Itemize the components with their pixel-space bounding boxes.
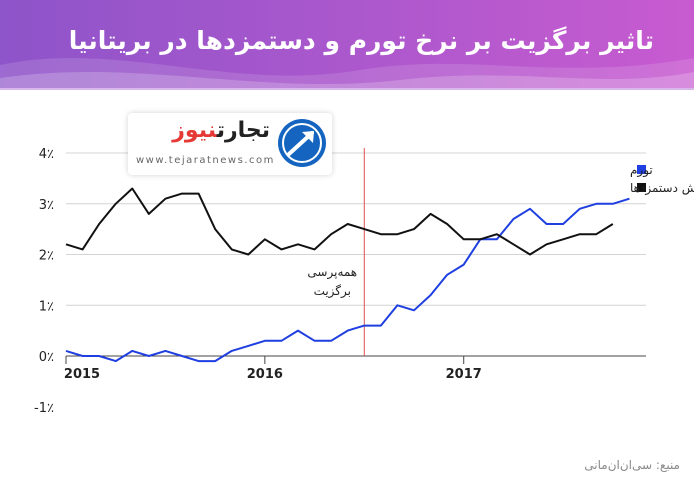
logo-wordmark: تجارتنیوز [172, 118, 270, 143]
logo-arrow-icon [278, 119, 326, 167]
y-tick-label: -1٪ [34, 401, 54, 416]
legend-label-wages: افزایش دستمزدها [630, 181, 694, 196]
gridlines [66, 152, 646, 357]
annotation-label-line2: برگزیت [314, 284, 351, 299]
annotation-label-line1: همه‌پرسی [307, 265, 357, 280]
y-tick-label: 3٪ [39, 198, 54, 213]
legend-swatch-inflation [637, 165, 646, 174]
y-tick-label: 0٪ [39, 350, 54, 365]
x-tick-label: 2016 [247, 367, 283, 382]
series-lines [65, 187, 630, 363]
legend-label-inflation: تورم [630, 163, 653, 178]
page-title: تاثیر برگزیت بر نرخ تورم و دستمزدها در ب… [68, 26, 654, 55]
y-tick-label: 4٪ [39, 147, 54, 162]
logo-url: www.tejaratnews.com [136, 155, 275, 166]
tejaratnews-logo: تجارتنیوز www.tejaratnews.com [128, 113, 332, 175]
logo-wordmark-part2: نیوز [172, 118, 217, 143]
x-tick-label: 2017 [446, 367, 482, 382]
logo-wordmark-part1: تجارت [216, 118, 270, 143]
y-tick-label: 2٪ [39, 249, 54, 264]
inflation-line [65, 197, 630, 363]
referendum-annotation: همه‌پرسی برگزیت [307, 148, 365, 356]
wages-line [65, 187, 614, 256]
y-tick-label: 1٪ [39, 299, 54, 314]
banner-background [0, 0, 694, 90]
source-caption: منبع: سی‌ان‌ان‌مانی [584, 458, 680, 472]
legend-swatch-wages [637, 183, 646, 192]
x-tick-label: 2015 [64, 367, 100, 382]
title-banner: تاثیر برگزیت بر نرخ تورم و دستمزدها در ب… [0, 0, 694, 90]
legend: تورم افزایش دستمزدها [630, 163, 694, 196]
axis-ticks: 4٪ 3٪ 2٪ 1٪ 0٪ -1٪ 2015 2016 2017 [34, 147, 482, 416]
